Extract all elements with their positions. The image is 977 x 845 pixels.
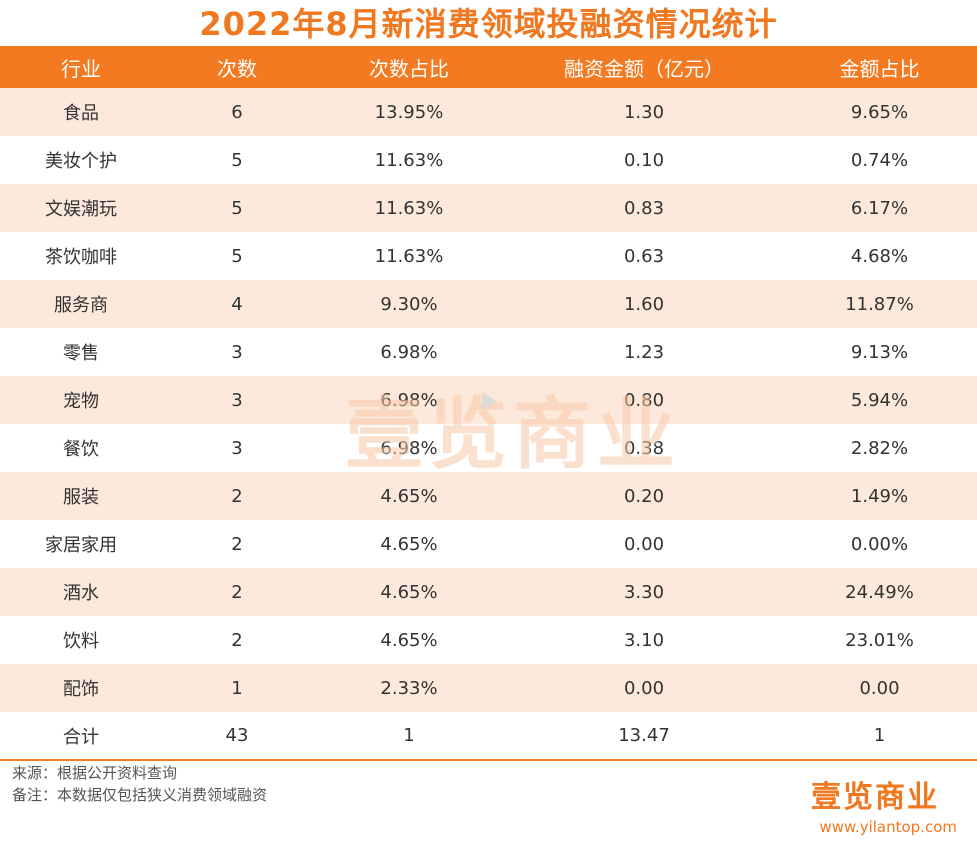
amount-cell: 3.30 [623, 581, 665, 603]
table-row: 服装 2 4.65% 0.20 1.49% [0, 472, 977, 520]
count-cell: 2 [231, 581, 243, 603]
table-header-row: 行业 次数 次数占比 融资金额（亿元） 金额占比 [0, 46, 977, 88]
amount-cell: 0.20 [623, 485, 665, 507]
header-amount-share: 金额占比 [782, 46, 977, 88]
play-icon [482, 392, 496, 410]
table-row: 餐饮 3 6.98% 0.38 2.82% [0, 424, 977, 472]
amount-share-cell: 5.94% [850, 389, 909, 411]
table-row: 酒水 2 4.65% 3.30 24.49% [0, 568, 977, 616]
amount-share-cell: 9.13% [850, 341, 909, 363]
count-share-cell: 9.30% [380, 293, 438, 315]
amount-share-cell: 6.17% [850, 197, 909, 219]
industry-cell: 家居家用 [45, 535, 117, 556]
table-row: 配饰 1 2.33% 0.00 0.00 [0, 664, 977, 712]
count-share-cell: 6.98% [380, 341, 438, 363]
count-cell: 5 [231, 149, 243, 171]
table-row: 文娱潮玩 5 11.63% 0.83 6.17% [0, 184, 977, 232]
count-share-cell: 4.65% [380, 629, 438, 651]
amount-cell: 13.47 [506, 712, 782, 761]
count-share-cell: 13.95% [374, 101, 444, 123]
amount-share-cell: 4.68% [850, 245, 909, 267]
count-cell: 3 [231, 341, 243, 363]
industry-cell: 食品 [63, 103, 99, 124]
industry-cell: 服务商 [54, 295, 108, 316]
industry-cell: 美妆个护 [45, 151, 117, 172]
count-cell: 2 [231, 533, 243, 555]
count-share-cell: 4.65% [380, 581, 438, 603]
count-cell: 5 [231, 197, 243, 219]
count-share-cell: 4.65% [380, 533, 438, 555]
industry-cell: 配饰 [63, 679, 99, 700]
amount-cell: 3.10 [623, 629, 665, 651]
table-row: 美妆个护 5 11.63% 0.10 0.74% [0, 136, 977, 184]
table-row: 茶饮咖啡 5 11.63% 0.63 4.68% [0, 232, 977, 280]
industry-cell: 茶饮咖啡 [45, 247, 117, 268]
financing-table: 行业 次数 次数占比 融资金额（亿元） 金额占比 食品 6 13.95% 1.30 9.… [0, 46, 977, 761]
amount-cell: 0.63 [623, 245, 665, 267]
industry-cell: 文娱潮玩 [45, 199, 117, 220]
count-share-cell: 11.63% [374, 149, 444, 171]
amount-cell: 0.38 [623, 437, 665, 459]
brand-url: www.yilantop.com [819, 818, 958, 836]
amount-share-cell: 23.01% [845, 629, 914, 651]
amount-cell: 1.60 [623, 293, 665, 315]
amount-share-cell: 9.65% [850, 101, 909, 123]
amount-share-cell: 11.87% [845, 293, 914, 315]
amount-share-cell: 0.00% [850, 533, 909, 555]
table-row: 零售 3 6.98% 1.23 9.13% [0, 328, 977, 376]
amount-cell: 1.30 [623, 101, 665, 123]
count-cell: 6 [231, 101, 243, 123]
amount-cell: 1.23 [623, 341, 665, 363]
amount-share-cell: 1 [782, 712, 977, 761]
table-row: 服务商 4 9.30% 1.60 11.87% [0, 280, 977, 328]
industry-cell: 饮料 [63, 631, 99, 652]
amount-cell: 0.00 [623, 533, 665, 555]
count-share-cell: 1 [312, 712, 506, 761]
amount-share-cell: 0.00 [859, 677, 900, 699]
industry-cell: 餐饮 [63, 439, 99, 460]
header-count: 次数 [162, 46, 312, 88]
amount-cell: 0.83 [623, 197, 665, 219]
footer-notes: 来源：根据公开资料查询 备注：本数据仅包括狭义消费领域融资 [12, 762, 267, 806]
page-title: 2022年8月新消费领域投融资情况统计 [199, 5, 778, 43]
count-cell: 3 [231, 389, 243, 411]
table-row: 家居家用 2 4.65% 0.00 0.00% [0, 520, 977, 568]
count-share-cell: 11.63% [374, 197, 444, 219]
amount-share-cell: 2.82% [850, 437, 909, 459]
header-count-share: 次数占比 [312, 46, 506, 88]
count-share-cell: 6.98% [380, 389, 438, 411]
amount-share-cell: 1.49% [850, 485, 909, 507]
count-share-cell: 11.63% [374, 245, 444, 267]
count-cell: 5 [231, 245, 243, 267]
count-cell: 43 [162, 712, 312, 761]
count-cell: 2 [231, 485, 243, 507]
industry-cell: 宠物 [63, 391, 99, 412]
count-share-cell: 2.33% [380, 677, 438, 699]
header-industry: 行业 [0, 46, 162, 88]
amount-cell: 0.00 [623, 677, 665, 699]
header-amount: 融资金额（亿元） [506, 46, 782, 88]
amount-share-cell: 24.49% [845, 581, 914, 603]
industry-cell: 服装 [63, 487, 99, 508]
count-share-cell: 4.65% [380, 485, 438, 507]
amount-cell: 0.80 [623, 389, 665, 411]
table-total-row: 合计 43 1 13.47 1 [0, 712, 977, 761]
count-cell: 2 [231, 629, 243, 651]
count-cell: 3 [231, 437, 243, 459]
count-share-cell: 6.98% [380, 437, 438, 459]
amount-cell: 0.10 [623, 149, 665, 171]
table-row: 食品 6 13.95% 1.30 9.65% [0, 88, 977, 136]
remark-note: 备注：本数据仅包括狭义消费领域融资 [12, 786, 268, 804]
industry-cell: 合计 [0, 712, 162, 761]
count-cell: 1 [231, 677, 243, 699]
industry-cell: 零售 [63, 343, 99, 364]
count-cell: 4 [231, 293, 243, 315]
source-note: 来源：根据公开资料查询 [12, 764, 178, 782]
table-row: 饮料 2 4.65% 3.10 23.01% [0, 616, 977, 664]
industry-cell: 酒水 [63, 583, 99, 604]
brand-logo: 壹览商业 [811, 780, 939, 815]
amount-share-cell: 0.74% [850, 149, 909, 171]
